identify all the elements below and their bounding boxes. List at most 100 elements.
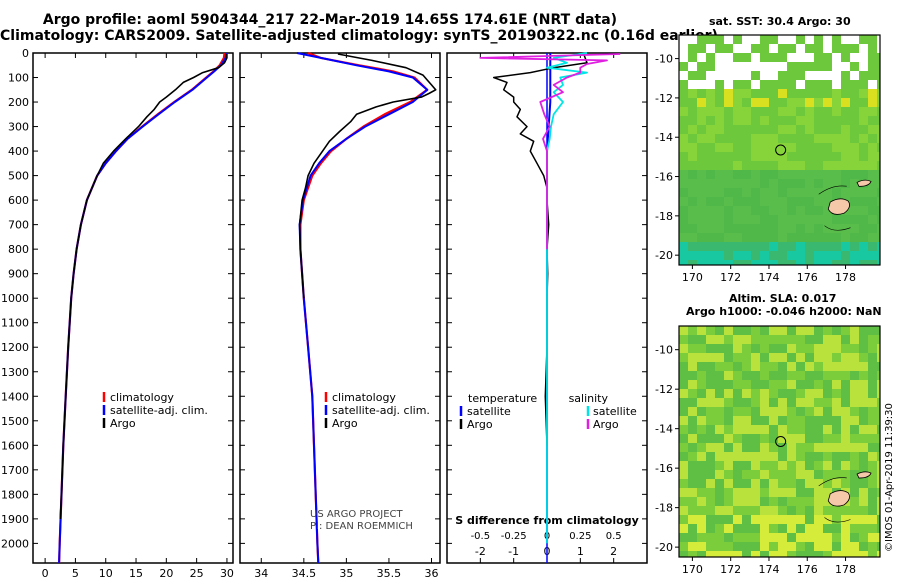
- sla-map-cell: [742, 506, 751, 515]
- sst-map-cell: [850, 233, 859, 242]
- sst-map-cell: [832, 260, 841, 265]
- sst-map-cell: [715, 134, 724, 143]
- sla-map-lat-label: -16: [655, 462, 673, 475]
- sst-map-cell: [859, 188, 868, 197]
- sla-map-cell: [742, 344, 751, 353]
- sst-map-cell: [769, 44, 778, 53]
- sst-map-cell: [868, 35, 877, 44]
- y-tick-label: 100: [8, 72, 29, 85]
- sla-map-cell: [877, 470, 880, 479]
- sla-map-cell: [679, 506, 688, 515]
- sst-map-cell: [823, 143, 832, 152]
- sst-map-cell: [823, 35, 832, 44]
- sst-map-cell: [679, 71, 688, 80]
- sla-map-cell: [760, 515, 769, 524]
- sst-map-cell: [805, 260, 814, 265]
- sst-map-cell: [877, 71, 880, 80]
- sla-map-cell: [679, 542, 688, 551]
- sst-map-cell: [769, 224, 778, 233]
- sla-map-cell: [850, 443, 859, 452]
- sla-map-cell: [787, 551, 796, 557]
- sst-map-cell: [877, 80, 880, 89]
- sst-map-cell: [823, 233, 832, 242]
- sla-map-cell: [706, 515, 715, 524]
- sla-map-cell: [877, 389, 880, 398]
- sst-map-cell: [805, 215, 814, 224]
- sla-map-cell: [751, 551, 760, 557]
- sla-map-cell: [877, 533, 880, 542]
- sst-map-cell: [778, 179, 787, 188]
- sst-map-cell: [769, 80, 778, 89]
- sst-map-cell: [724, 53, 733, 62]
- sst-map-cell: [742, 152, 751, 161]
- sst-map-cell: [760, 224, 769, 233]
- y-tick-label: 800: [8, 243, 29, 256]
- sla-map-cell: [760, 362, 769, 371]
- sst-map-cell: [733, 89, 742, 98]
- sla-map-cell: [760, 506, 769, 515]
- sst-map-cell: [850, 242, 859, 251]
- sst-map-cell: [805, 53, 814, 62]
- sst-map-cell: [877, 89, 880, 98]
- sst-map-cell: [751, 260, 760, 265]
- sla-map-cell: [724, 542, 733, 551]
- sla-map-cell: [787, 443, 796, 452]
- sla-map-cell: [787, 398, 796, 407]
- sla-map-cell: [814, 533, 823, 542]
- sla-map-cell: [697, 470, 706, 479]
- sst-map-cell: [706, 188, 715, 197]
- sst-map-cell: [751, 224, 760, 233]
- sst-map-cell: [787, 62, 796, 71]
- sst-map-cell: [706, 233, 715, 242]
- sla-map-cell: [679, 551, 688, 557]
- sst-map-cell: [697, 161, 706, 170]
- sla-map-cell: [823, 362, 832, 371]
- sla-map-cell: [859, 479, 868, 488]
- sla-map-cell: [850, 452, 859, 461]
- sla-map-cell: [805, 533, 814, 542]
- sla-map-cell: [823, 542, 832, 551]
- sst-map-cell: [841, 188, 850, 197]
- sst-map-cell: [841, 170, 850, 179]
- sla-map-cell: [778, 488, 787, 497]
- sst-map-cell: [742, 188, 751, 197]
- sst-map-cell: [769, 215, 778, 224]
- sst-map-cell: [706, 44, 715, 53]
- sst-map-cell: [778, 152, 787, 161]
- sst-map-cell: [742, 242, 751, 251]
- sst-map-cell: [715, 260, 724, 265]
- sst-map-cell: [715, 89, 724, 98]
- sst-map-cell: [688, 260, 697, 265]
- sst-map-cell: [760, 80, 769, 89]
- x-tick-label: 1: [577, 545, 584, 558]
- sla-map-cell: [841, 362, 850, 371]
- sla-map-cell: [877, 488, 880, 497]
- sla-map-cell: [859, 542, 868, 551]
- sla-map-cell: [769, 488, 778, 497]
- sst-map-cell: [715, 161, 724, 170]
- sst-map-cell: [697, 53, 706, 62]
- sla-map-cell: [688, 398, 697, 407]
- sst-map-cell: [742, 197, 751, 206]
- sla-map-cell: [841, 398, 850, 407]
- sst-map-cell: [706, 215, 715, 224]
- sla-map-cell: [805, 551, 814, 557]
- sst-map-cell: [823, 179, 832, 188]
- sst-map-cell: [769, 242, 778, 251]
- sst-map-cell: [814, 44, 823, 53]
- sla-map-cell: [760, 371, 769, 380]
- sst-map-cell: [760, 215, 769, 224]
- sla-map-cell: [859, 533, 868, 542]
- sst-map-lon-label: 178: [835, 271, 856, 284]
- sla-map-lat-label: -14: [655, 423, 673, 436]
- sst-map-cell: [832, 233, 841, 242]
- sst-map-cell: [832, 71, 841, 80]
- sla-map-cell: [724, 515, 733, 524]
- sst-map-cell: [697, 260, 706, 265]
- sst-map-cell: [706, 125, 715, 134]
- sst-map-cell: [751, 35, 760, 44]
- sla-map-cell: [850, 488, 859, 497]
- sst-map-cell: [769, 161, 778, 170]
- sla-map-cell: [859, 407, 868, 416]
- sst-map-cell: [760, 170, 769, 179]
